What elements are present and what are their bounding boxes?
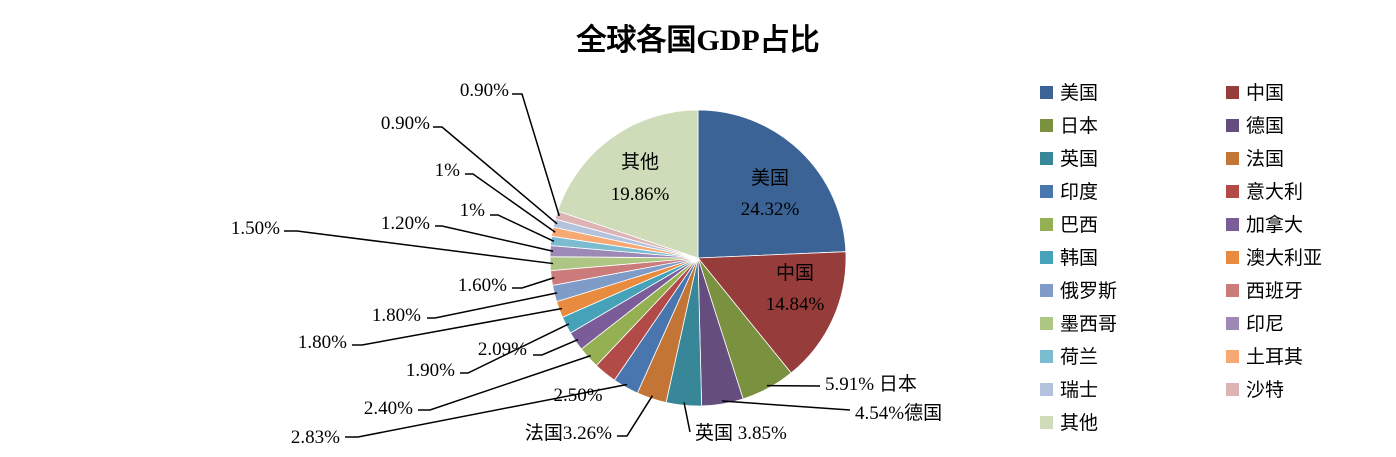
data-label: 0.90% — [460, 80, 509, 101]
legend-item: 美国 — [1040, 82, 1098, 104]
legend-swatch — [1226, 152, 1239, 165]
data-label: 2.83% — [291, 427, 340, 448]
legend-item: 西班牙 — [1226, 280, 1303, 302]
legend-label: 法国 — [1246, 148, 1284, 170]
legend-label: 澳大利亚 — [1246, 247, 1322, 269]
legend-label: 西班牙 — [1246, 280, 1303, 302]
legend-label: 巴西 — [1060, 215, 1098, 236]
leader-line — [512, 94, 559, 216]
legend-swatch — [1226, 317, 1239, 330]
data-label: 2.09% — [478, 339, 527, 360]
legend-label: 印尼 — [1246, 313, 1284, 335]
legend-item: 英国 — [1040, 148, 1098, 170]
legend-item: 印尼 — [1226, 313, 1284, 335]
legend-swatch — [1040, 350, 1053, 363]
data-label-value: 24.32% — [741, 199, 800, 220]
legend-item: 日本 — [1040, 115, 1098, 137]
data-label: 2.50% — [553, 385, 602, 406]
data-label-value: 19.86% — [611, 184, 670, 205]
legend-item: 韩国 — [1040, 247, 1098, 269]
data-label: 英国 3.85% — [695, 422, 787, 444]
legend-item: 意大利 — [1226, 181, 1303, 203]
data-label: 1% — [460, 200, 486, 221]
leader-line — [722, 401, 850, 410]
legend-item: 俄罗斯 — [1040, 280, 1117, 302]
data-label-value: 14.84% — [766, 294, 825, 315]
legend-swatch — [1040, 416, 1053, 429]
legend-swatch — [1226, 284, 1239, 297]
legend-item: 印度 — [1040, 181, 1098, 203]
data-label: 0.90% — [381, 113, 430, 134]
legend-swatch — [1040, 152, 1053, 165]
legend-swatch — [1040, 119, 1053, 132]
data-label-name: 其他 — [621, 151, 659, 173]
legend-label: 德国 — [1246, 115, 1284, 137]
legend-swatch — [1040, 251, 1053, 264]
legend-swatch — [1226, 86, 1239, 99]
data-label: 1.20% — [381, 213, 430, 234]
legend-label: 意大利 — [1246, 181, 1303, 203]
data-label: 2.40% — [364, 398, 413, 419]
leader-line — [427, 293, 557, 318]
data-label: 1.80% — [298, 332, 347, 353]
legend-item: 墨西哥 — [1040, 314, 1117, 335]
leader-line — [435, 226, 553, 251]
legend-label: 英国 — [1060, 148, 1098, 170]
data-label: 法国3.26% — [525, 422, 612, 444]
data-label: 1.80% — [372, 305, 421, 326]
leader-line — [284, 231, 553, 264]
legend-swatch — [1040, 284, 1053, 297]
legend-label: 俄罗斯 — [1060, 280, 1117, 302]
legend-label: 墨西哥 — [1060, 314, 1117, 335]
legend-swatch — [1226, 251, 1239, 264]
chart-title: 全球各国GDP占比 — [575, 23, 819, 57]
legend-label: 日本 — [1060, 115, 1098, 137]
leader-line — [684, 402, 690, 432]
legend-label: 加拿大 — [1246, 213, 1303, 236]
legend-item: 荷兰 — [1040, 346, 1098, 368]
legend-swatch — [1040, 185, 1053, 198]
legend-label: 土耳其 — [1246, 346, 1303, 368]
legend-item: 土耳其 — [1226, 346, 1303, 368]
legend-swatch — [1040, 218, 1053, 231]
data-label-name: 美国 — [751, 167, 789, 189]
legend-item: 法国 — [1226, 148, 1284, 170]
leader-line — [617, 396, 652, 436]
data-label: 1.60% — [458, 275, 507, 296]
leader-line — [490, 215, 554, 241]
legend-swatch — [1226, 185, 1239, 198]
legend-label: 中国 — [1246, 82, 1284, 104]
legend-swatch — [1226, 218, 1239, 231]
legend-swatch — [1226, 350, 1239, 363]
legend-label: 印度 — [1060, 181, 1098, 203]
data-label-name: 中国 — [776, 262, 814, 284]
leader-line — [533, 340, 578, 355]
legend-label: 韩国 — [1060, 247, 1098, 269]
legend-item: 中国 — [1226, 82, 1284, 104]
data-label: 4.54%德国 — [855, 402, 942, 424]
legend-swatch — [1040, 317, 1053, 330]
data-label: 5.91% 日本 — [825, 373, 917, 395]
legend-item: 澳大利亚 — [1226, 247, 1322, 269]
legend-item: 巴西 — [1040, 215, 1098, 236]
data-label: 1.50% — [231, 218, 280, 239]
leader-line — [512, 278, 554, 288]
legend-label: 美国 — [1060, 82, 1098, 104]
legend-item: 沙特 — [1226, 379, 1284, 401]
data-label: 1% — [435, 160, 461, 181]
legend-label: 其他 — [1060, 412, 1098, 434]
legend-item: 瑞士 — [1040, 379, 1098, 401]
legend-item: 德国 — [1226, 115, 1284, 137]
legend-swatch — [1040, 383, 1053, 396]
legend-swatch — [1226, 383, 1239, 396]
legend-label: 瑞士 — [1060, 379, 1098, 401]
legend-label: 荷兰 — [1060, 346, 1098, 368]
legend-swatch — [1226, 119, 1239, 132]
legend-item: 其他 — [1040, 412, 1098, 434]
legend-label: 沙特 — [1246, 379, 1284, 401]
legend-item: 加拿大 — [1226, 213, 1303, 236]
data-label: 1.90% — [406, 360, 455, 381]
legend-swatch — [1040, 86, 1053, 99]
